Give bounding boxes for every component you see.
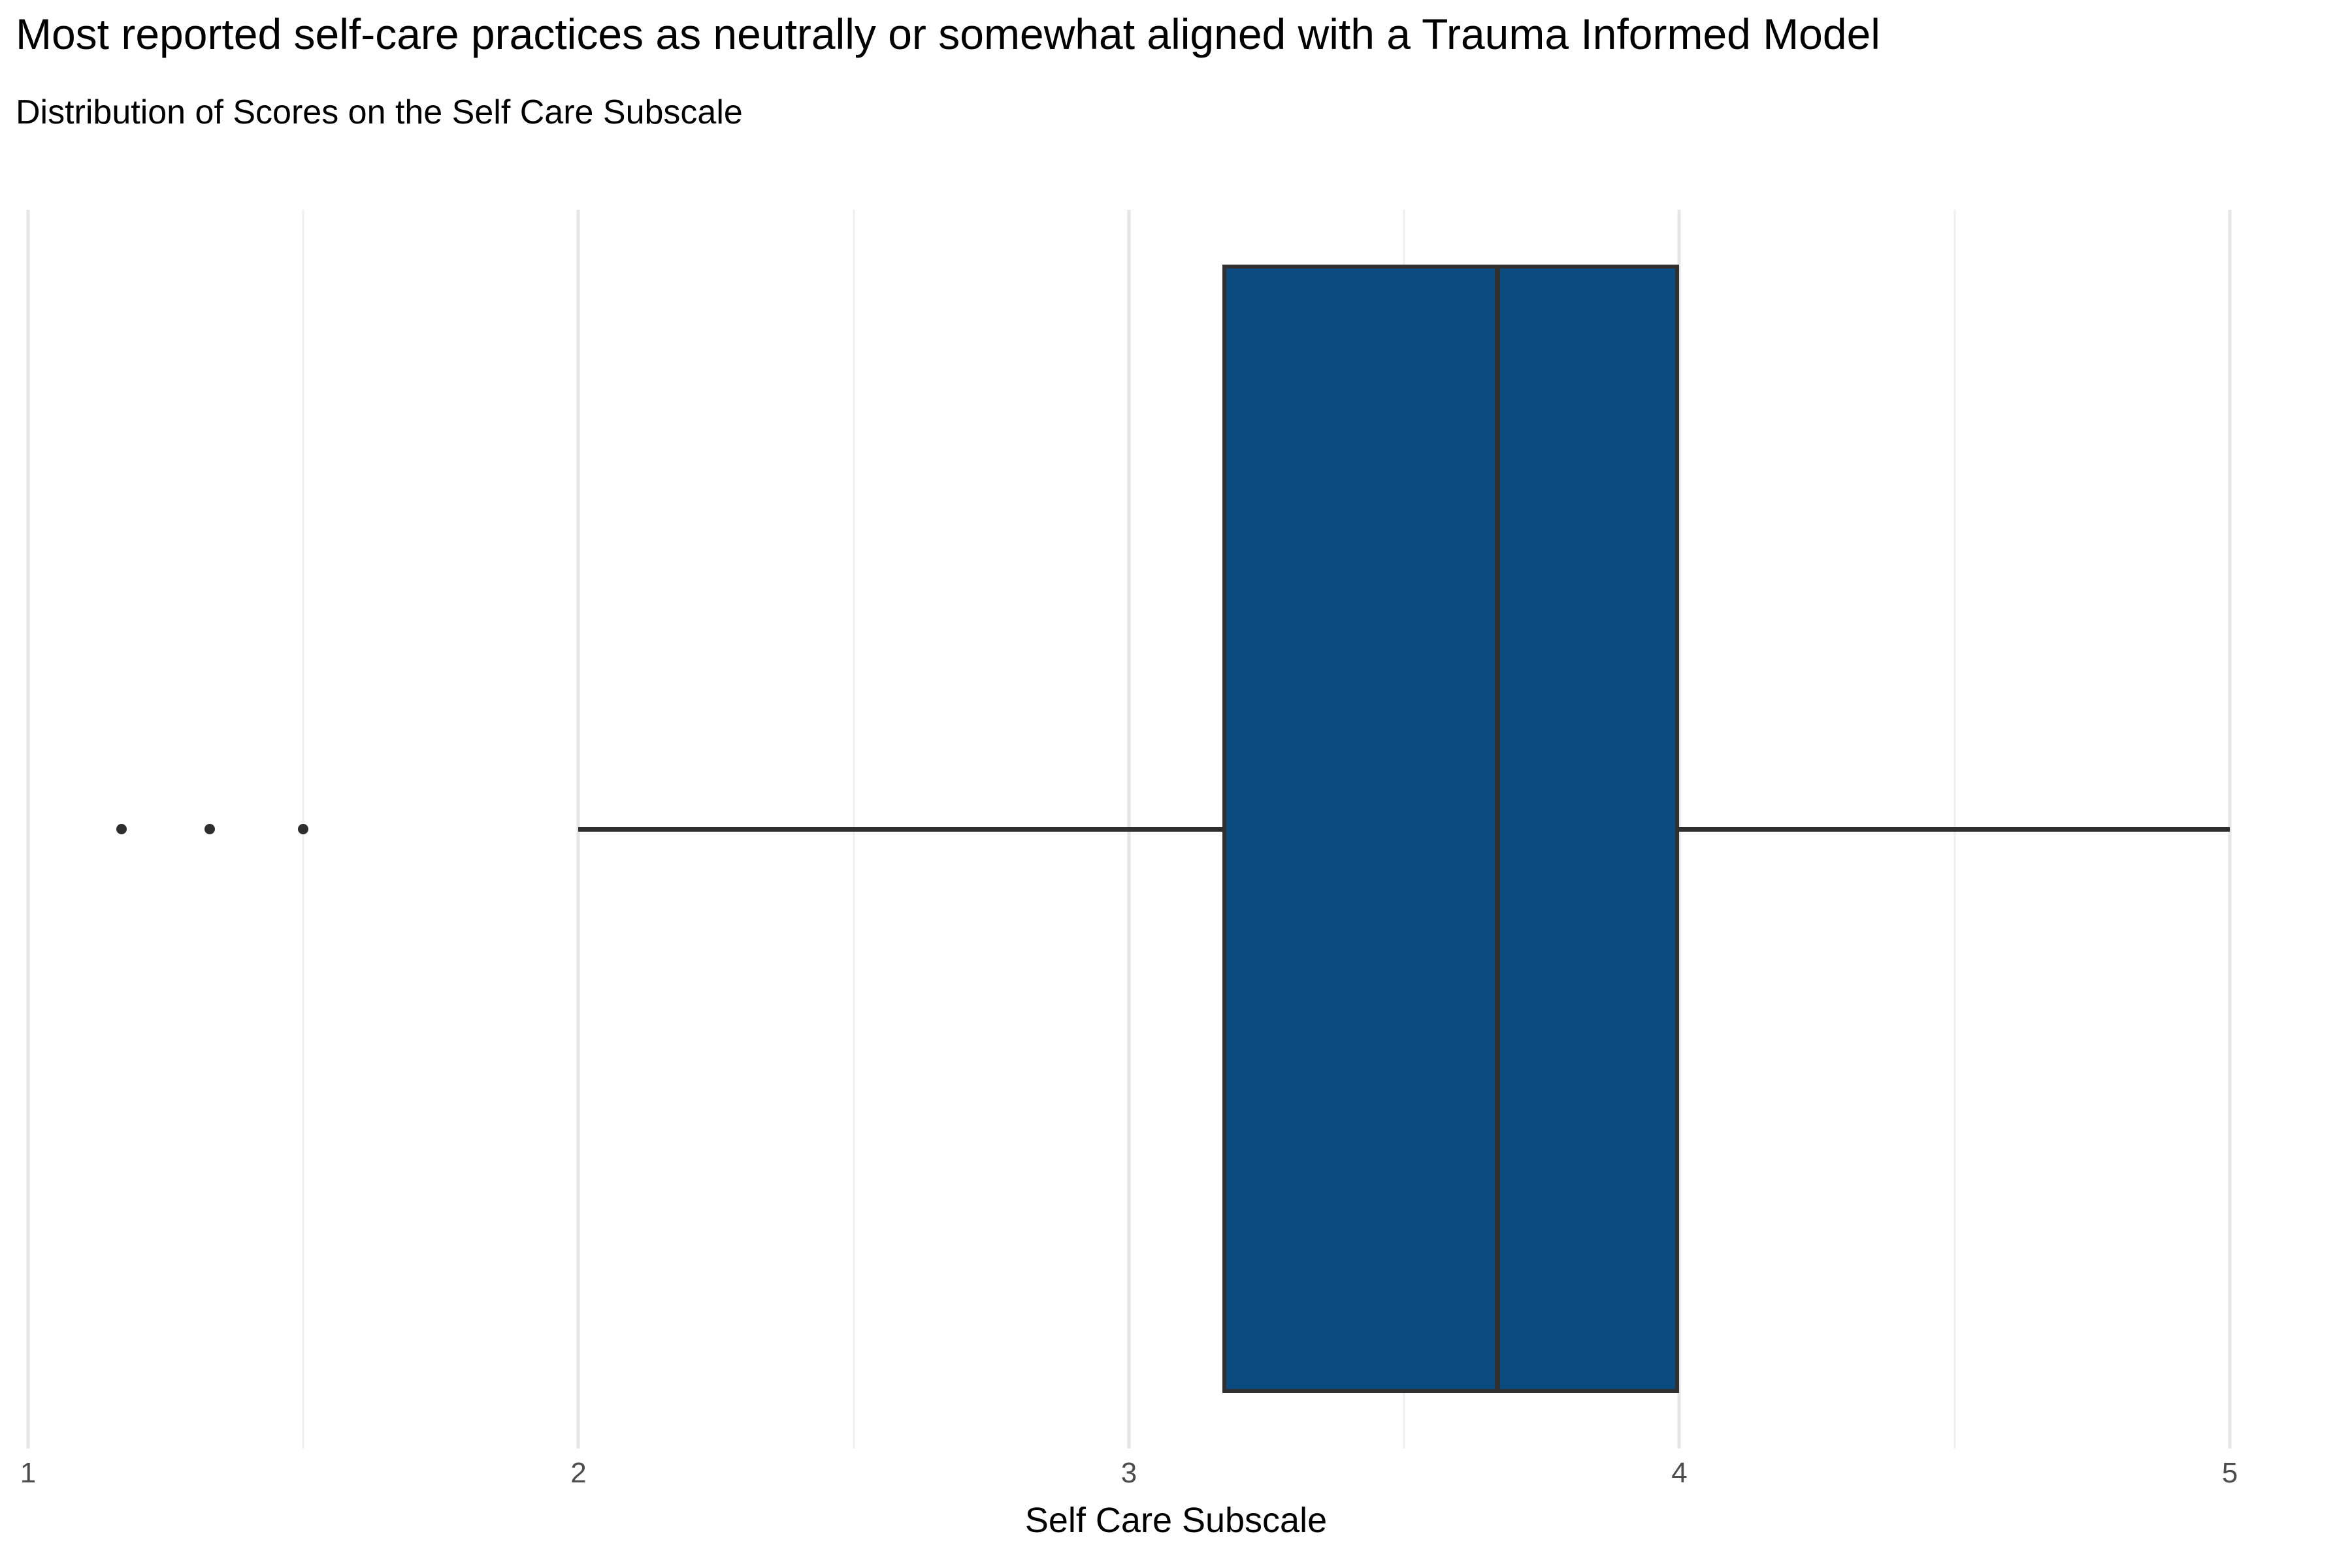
x-tick-label: 4 bbox=[1671, 1457, 1688, 1489]
outlier-dot bbox=[298, 824, 309, 834]
plot-panel bbox=[0, 210, 2352, 1448]
x-axis-title: Self Care Subscale bbox=[1024, 1501, 1328, 1540]
x-tick-label: 1 bbox=[20, 1457, 37, 1489]
whisker-left bbox=[578, 826, 1223, 832]
gridline-major bbox=[26, 210, 30, 1448]
gridline-major bbox=[2228, 210, 2232, 1448]
box-iqr bbox=[1222, 264, 1680, 1394]
x-tick-label: 5 bbox=[2221, 1457, 2238, 1489]
whisker-right bbox=[1679, 826, 2230, 832]
chart-header: Most reported self-care practices as neu… bbox=[16, 7, 1880, 134]
outlier-dot bbox=[116, 824, 127, 834]
median-line bbox=[1495, 264, 1501, 1394]
x-axis-ticks: 1 2 3 4 5 bbox=[0, 1453, 2352, 1499]
x-tick-label: 3 bbox=[1120, 1457, 1137, 1489]
chart-subtitle: Distribution of Scores on the Self Care … bbox=[16, 93, 743, 131]
x-tick-label: 2 bbox=[570, 1457, 587, 1489]
chart-title: Most reported self-care practices as neu… bbox=[16, 10, 1880, 58]
outlier-dot bbox=[204, 824, 215, 834]
